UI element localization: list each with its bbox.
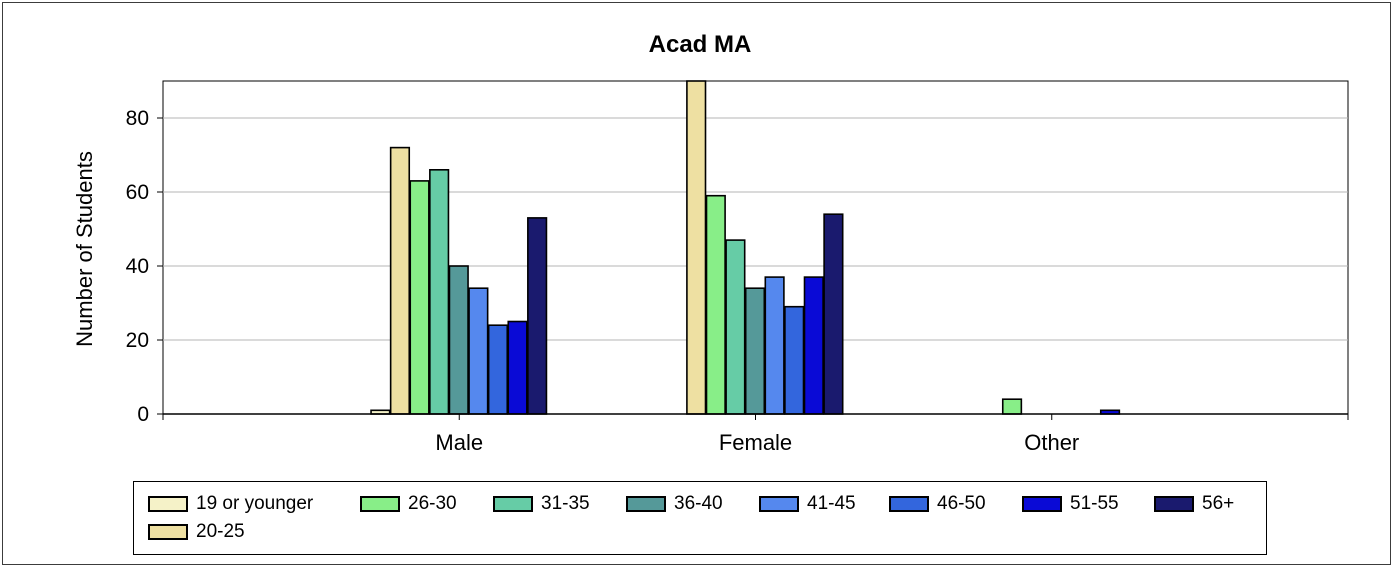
grid-layer bbox=[162, 80, 1349, 415]
bar-layer bbox=[370, 80, 1121, 415]
y-axis-label: Number of Students bbox=[72, 151, 97, 347]
legend-label: 36-40 bbox=[674, 493, 723, 514]
bar bbox=[487, 324, 509, 415]
legend-label: 41-45 bbox=[807, 493, 856, 514]
bar bbox=[527, 217, 548, 415]
legend-item: 20-25 bbox=[148, 521, 245, 543]
x-tick-label: Male bbox=[435, 430, 483, 455]
legend-item: 36-40 bbox=[626, 493, 723, 515]
bar bbox=[507, 320, 528, 415]
legend-swatch bbox=[148, 524, 188, 540]
legend-label: 20-25 bbox=[196, 521, 245, 542]
bar bbox=[1001, 398, 1023, 415]
bar bbox=[409, 180, 430, 415]
bar bbox=[725, 239, 746, 415]
legend-label: 51-55 bbox=[1070, 493, 1119, 514]
axis-layer: 0 20 40 60 80 Male Female Other bbox=[126, 107, 1349, 455]
y-tick-label: 60 bbox=[126, 181, 149, 204]
legend-item: 31-35 bbox=[493, 493, 590, 515]
bar bbox=[705, 194, 726, 415]
bar bbox=[744, 287, 766, 415]
bar bbox=[429, 169, 450, 415]
legend-label: 31-35 bbox=[541, 493, 590, 514]
y-tick-label: 20 bbox=[126, 329, 149, 352]
bar bbox=[803, 276, 824, 415]
x-tick-label: Female bbox=[719, 430, 792, 455]
legend-swatch bbox=[148, 496, 188, 512]
legend-label: 56+ bbox=[1202, 493, 1235, 514]
bar bbox=[389, 146, 411, 415]
legend-item: 26-30 bbox=[360, 493, 457, 515]
x-tick-label: Other bbox=[1024, 430, 1079, 455]
legend-swatch bbox=[759, 496, 799, 512]
legend-item: 56+ bbox=[1154, 493, 1234, 515]
legend-item: 19 or younger bbox=[148, 493, 313, 515]
bar bbox=[686, 80, 707, 415]
legend-swatch bbox=[626, 496, 666, 512]
bar bbox=[823, 213, 844, 415]
bar bbox=[784, 305, 805, 415]
legend-swatch bbox=[1154, 496, 1194, 512]
legend-item: 51-55 bbox=[1022, 493, 1119, 515]
bar bbox=[448, 265, 469, 415]
legend-swatch bbox=[1022, 496, 1062, 512]
y-tick-label: 0 bbox=[137, 403, 149, 426]
y-tick-label: 40 bbox=[126, 255, 149, 278]
legend-label: 46-50 bbox=[937, 493, 986, 514]
chart-title: Acad MA bbox=[649, 31, 752, 58]
legend-item: 41-45 bbox=[759, 493, 856, 515]
bar bbox=[764, 276, 785, 415]
legend-item: 46-50 bbox=[889, 493, 986, 515]
legend-swatch bbox=[360, 496, 400, 512]
legend-swatch bbox=[889, 496, 929, 512]
legend-label: 19 or younger bbox=[196, 493, 314, 514]
legend: 19 or younger 26-30 31-35 36-40 41-45 46-50 51… bbox=[133, 481, 1267, 555]
bar bbox=[468, 287, 489, 415]
legend-label: 26-30 bbox=[408, 493, 457, 514]
y-tick-label: 80 bbox=[126, 107, 149, 130]
legend-swatch bbox=[493, 496, 533, 512]
